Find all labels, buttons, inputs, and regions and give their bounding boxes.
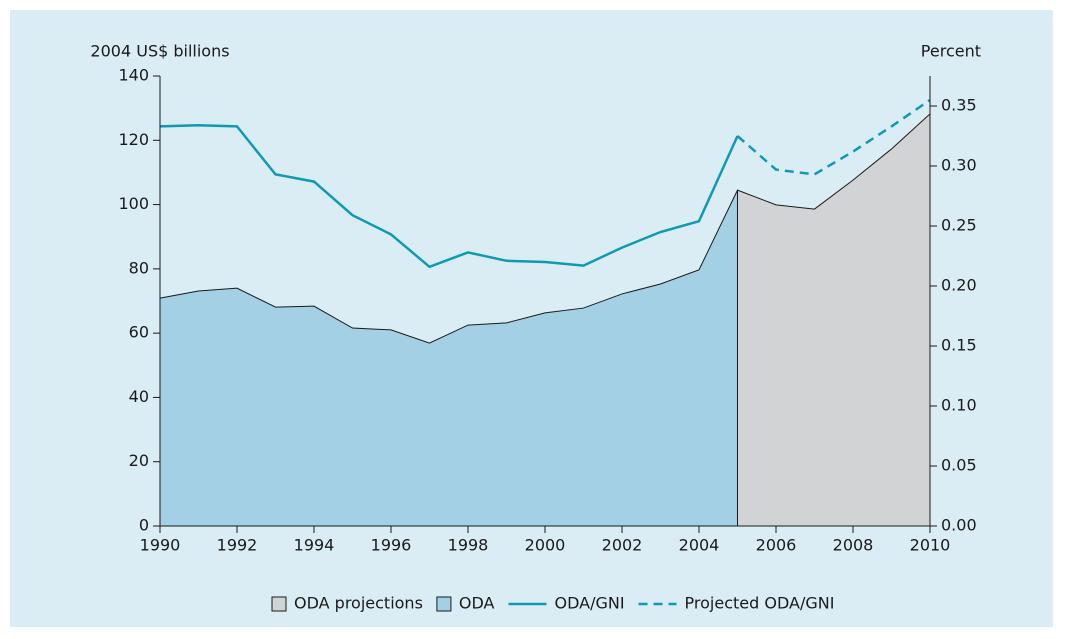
y2-tick-label: 0.05 <box>941 456 977 475</box>
area <box>159 189 738 527</box>
line <box>736 98 931 176</box>
y2-axis-label: Percent <box>921 42 981 61</box>
y2-tick-label: 0.15 <box>941 336 977 355</box>
x-tick-label: 2010 <box>910 536 951 555</box>
legend-label: ODA <box>459 594 495 613</box>
y-tick-label: 0 <box>139 516 149 535</box>
x-tick-label: 1992 <box>217 536 258 555</box>
x-tick-label: 1998 <box>448 536 489 555</box>
y-axis-label: 2004 US$ billions <box>90 42 229 61</box>
y-tick-label: 140 <box>118 66 149 85</box>
x-tick-label: 2000 <box>525 536 566 555</box>
x-tick-label: 2002 <box>602 536 643 555</box>
y-tick-label: 120 <box>118 130 149 149</box>
y2-tick-label: 0.20 <box>941 276 977 295</box>
legend-label: Projected ODA/GNI <box>685 594 835 613</box>
x-tick-label: 1994 <box>294 536 335 555</box>
y2-tick-label: 0.25 <box>941 216 977 235</box>
y-tick-label: 100 <box>118 194 149 213</box>
legend-swatch <box>271 596 287 612</box>
x-tick-label: 2008 <box>833 536 874 555</box>
line <box>159 123 739 269</box>
y2-tick-label: 0.35 <box>941 96 977 115</box>
y-tick-label: 80 <box>129 258 149 277</box>
y-tick-label: 40 <box>129 387 149 406</box>
x-tick-label: 2006 <box>756 536 797 555</box>
x-tick-label: 2004 <box>679 536 720 555</box>
y-tick-label: 20 <box>129 451 149 470</box>
y2-tick-label: 0.30 <box>941 156 977 175</box>
legend-swatch <box>436 596 452 612</box>
x-tick-label: 1996 <box>371 536 412 555</box>
x-tick-label: 1990 <box>140 536 181 555</box>
y-tick-label: 60 <box>129 323 149 342</box>
legend-label: ODA projections <box>294 594 423 613</box>
legend-label: ODA/GNI <box>554 594 624 613</box>
y2-tick-label: 0.00 <box>941 516 977 535</box>
y2-tick-label: 0.10 <box>941 396 977 415</box>
